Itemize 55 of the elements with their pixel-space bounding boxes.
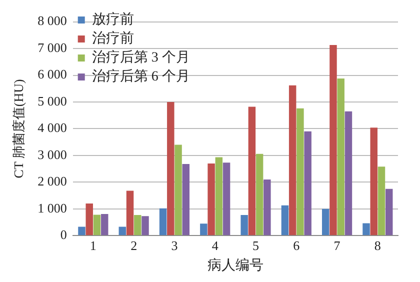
bar (288, 85, 296, 236)
bar (296, 108, 304, 236)
bar (118, 226, 126, 236)
x-tick-label: 5 (252, 238, 259, 253)
bar (222, 162, 230, 236)
bar (322, 208, 330, 236)
y-tick-label: 1 000 (38, 200, 67, 216)
legend-label: 放疗前 (92, 12, 134, 28)
bar (159, 208, 167, 236)
bar (182, 164, 190, 236)
legend-label: 治疗前 (92, 30, 134, 47)
x-tick-label: 7 (334, 238, 341, 253)
x-tick-label: 8 (374, 238, 381, 253)
bar (174, 144, 182, 236)
x-axis-title: 病人编号 (207, 257, 264, 274)
bar (126, 190, 134, 236)
bar (370, 128, 378, 236)
x-tick-label: 1 (90, 238, 96, 253)
y-tick-label: 4 000 (38, 120, 67, 136)
y-tick-label: 5 000 (38, 93, 67, 108)
bar (378, 166, 386, 236)
y-tick-label: 7 000 (38, 40, 67, 55)
bar (142, 216, 149, 236)
bar (337, 78, 344, 236)
y-axis-title: CT 肺菌度值(HU) (11, 79, 26, 178)
legend-label: 治疗后第 3 个月 (92, 50, 190, 66)
bar (344, 111, 352, 236)
y-tick-label: 0 (60, 227, 67, 242)
y-tick-label: 3 000 (38, 146, 67, 162)
bar (134, 215, 142, 236)
x-tick-label: 4 (212, 238, 219, 253)
x-tick-label: 3 (171, 238, 178, 253)
y-tick-label: 2 000 (38, 174, 67, 189)
bar (304, 131, 312, 236)
bar (281, 205, 289, 236)
bar (330, 45, 337, 236)
x-tick-label: 2 (130, 238, 138, 253)
legend-label: 治疗后第 6 个月 (92, 68, 190, 85)
bar (362, 223, 370, 236)
y-tick-label: 6 000 (38, 66, 67, 82)
bar (86, 204, 93, 236)
bar (264, 179, 271, 236)
bar (215, 157, 223, 236)
bar (208, 163, 215, 236)
x-tick-label: 6 (293, 238, 300, 253)
bar (240, 215, 248, 236)
bar (385, 188, 393, 236)
y-tick-label: 8 000 (38, 13, 67, 28)
bar (167, 102, 174, 236)
bar (100, 214, 108, 236)
bar (200, 224, 208, 236)
bar (256, 154, 264, 236)
bar (93, 214, 101, 236)
bar (78, 226, 86, 236)
bar (248, 106, 256, 236)
